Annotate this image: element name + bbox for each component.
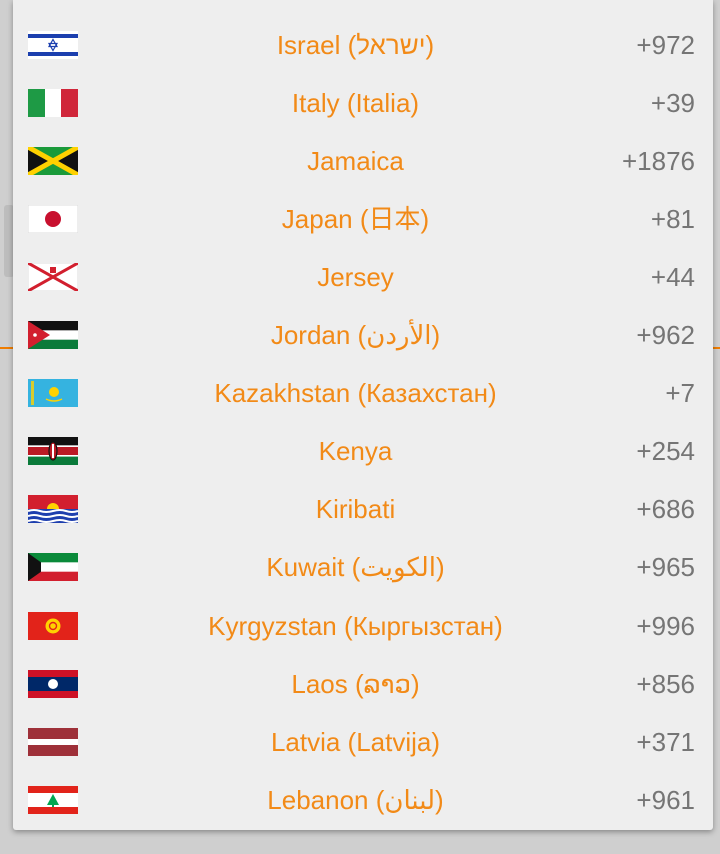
dial-code: +962 xyxy=(636,320,695,350)
country-option-israel[interactable]: Israel (ישראל) +972 xyxy=(13,16,713,74)
country-option-kiribati[interactable]: Kiribati +686 xyxy=(13,480,713,538)
country-option-jersey[interactable]: Jersey +44 xyxy=(13,248,713,306)
japan-flag-icon xyxy=(28,205,78,233)
dial-code: +961 xyxy=(636,785,695,815)
jersey-flag-icon xyxy=(28,263,78,291)
dial-code: +1876 xyxy=(621,146,695,176)
country-name: Italy (Italia) xyxy=(291,88,420,118)
country-name: Kyrgyzstan (Кыргызстан) xyxy=(208,611,503,641)
lebanon-flag-icon xyxy=(28,786,78,814)
country-name: Japan (日本) xyxy=(281,204,430,234)
country-option-kazakhstan[interactable]: Kazakhstan (Казахстан) +7 xyxy=(13,364,713,422)
country-option-kyrgyzstan[interactable]: Kyrgyzstan (Кыргызстан) +996 xyxy=(13,597,713,655)
dial-code: +686 xyxy=(636,494,695,524)
country-option-jordan[interactable]: Jordan (الأردن) +962 xyxy=(13,306,713,364)
country-option-jamaica[interactable]: Jamaica +1876 xyxy=(13,132,713,190)
background-accent-line xyxy=(712,347,720,349)
dial-code: +856 xyxy=(636,669,695,699)
country-name: Jordan (الأردن) xyxy=(270,320,441,350)
israel-flag-icon xyxy=(28,31,78,59)
dial-code: +972 xyxy=(636,30,695,60)
kyrgyzstan-flag-icon xyxy=(28,612,78,640)
kenya-flag-icon xyxy=(28,437,78,465)
background-accent-line xyxy=(0,347,14,349)
jordan-flag-icon xyxy=(28,321,78,349)
country-option-lebanon[interactable]: Lebanon (لبنان) +961 xyxy=(13,771,713,829)
country-name: Kuwait (الكويت) xyxy=(266,552,445,582)
jamaica-flag-icon xyxy=(28,147,78,175)
dial-code: +7 xyxy=(665,378,695,408)
dial-code: +996 xyxy=(636,611,695,641)
country-option-kenya[interactable]: Kenya +254 xyxy=(13,422,713,480)
country-name: Jamaica xyxy=(307,146,404,176)
country-name: Kenya xyxy=(318,436,393,466)
dial-code: +44 xyxy=(650,262,695,292)
country-option-latvia[interactable]: Latvia (Latvija) +371 xyxy=(13,713,713,771)
dial-code: +39 xyxy=(650,88,695,118)
country-option-laos[interactable]: Laos (ລາວ) +856 xyxy=(13,655,713,713)
country-option-kuwait[interactable]: Kuwait (الكويت) +965 xyxy=(13,538,713,596)
dial-code: +965 xyxy=(636,552,695,582)
country-name: Israel (ישראל) xyxy=(276,30,435,60)
country-name: Jersey xyxy=(317,262,394,292)
country-option-japan[interactable]: Japan (日本) +81 xyxy=(13,190,713,248)
kazakhstan-flag-icon xyxy=(28,379,78,407)
dial-code: +81 xyxy=(650,204,695,234)
kuwait-flag-icon xyxy=(28,553,78,581)
country-name: Laos (ລາວ) xyxy=(291,669,420,699)
country-name: Kazakhstan (Казахстан) xyxy=(214,378,497,408)
country-code-dropdown: Israel (ישראל) +972 Italy (Italia) +39 J… xyxy=(13,0,713,830)
dial-code: +254 xyxy=(636,436,695,466)
laos-flag-icon xyxy=(28,670,78,698)
background-handle xyxy=(4,205,14,277)
country-name: Kiribati xyxy=(315,494,396,524)
italy-flag-icon xyxy=(28,89,78,117)
latvia-flag-icon xyxy=(28,728,78,756)
country-option-italy[interactable]: Italy (Italia) +39 xyxy=(13,74,713,132)
dial-code: +371 xyxy=(636,727,695,757)
kiribati-flag-icon xyxy=(28,495,78,523)
country-name: Lebanon (لبنان) xyxy=(267,785,444,815)
country-name: Latvia (Latvija) xyxy=(270,727,441,757)
